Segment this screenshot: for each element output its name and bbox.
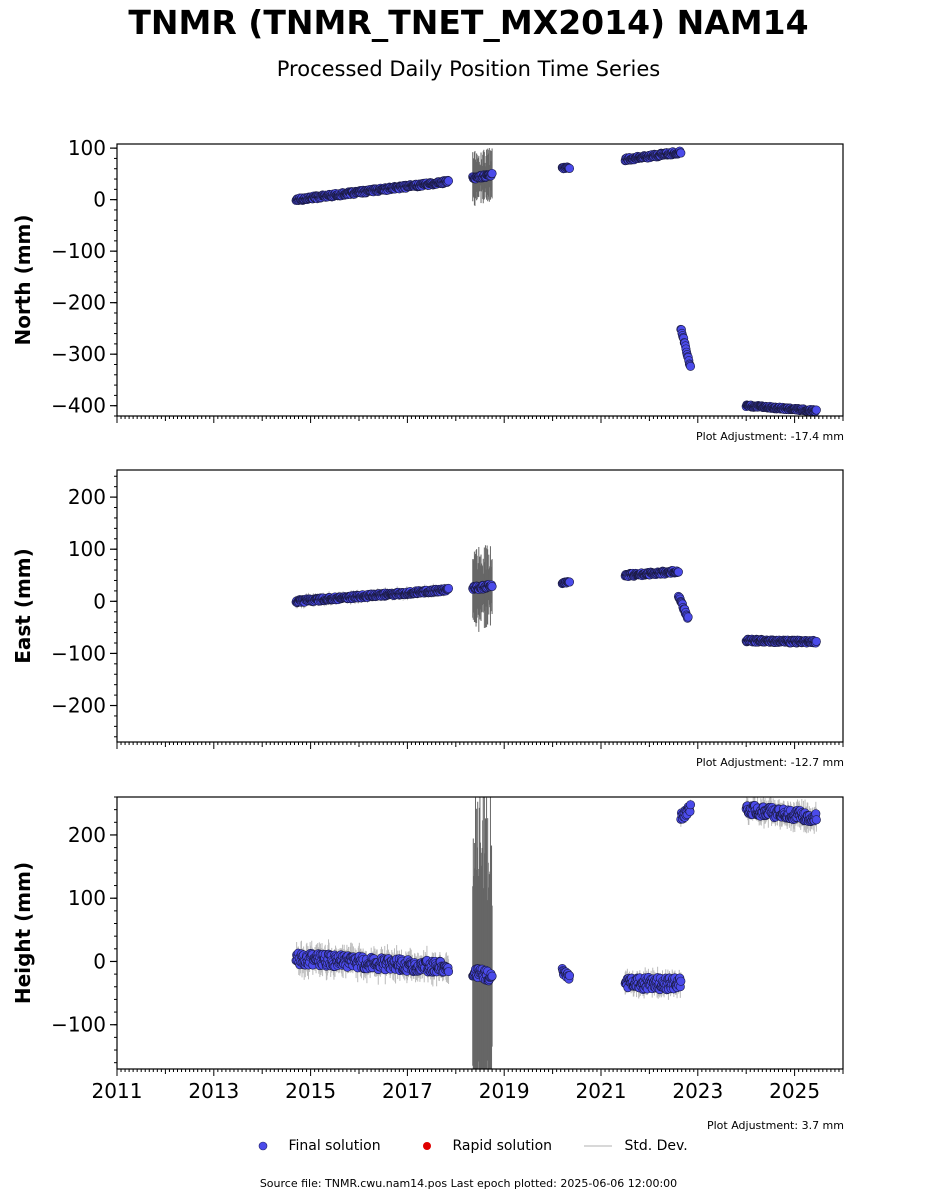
final-solution-point	[444, 967, 454, 977]
chart-title: TNMR (TNMR_TNET_MX2014) NAM14	[128, 3, 809, 42]
north-panel: 100 0 −100 −200 −300 −400 North (mm) Plot Adju…	[0, 136, 937, 473]
y-tick-label: −100	[51, 641, 106, 665]
final-solution-point	[811, 636, 821, 646]
height-axis-label: Height (mm)	[11, 862, 35, 1004]
y-tick-label: 0	[93, 589, 106, 613]
final-solution-point	[565, 577, 575, 587]
height-panel: 2011 2013 2015 2017 2019 2021 2023 2025 200 100 0 −…	[0, 796, 937, 1132]
y-tick-label: −200	[51, 694, 106, 718]
y-tick-label: 200	[68, 485, 106, 509]
north-plot: 100 0 −100 −200 −300 −400 North (mm)	[11, 136, 844, 423]
north-plot-adjustment: Plot Adjustment: -17.4 mm	[696, 430, 844, 443]
final-solution-point	[811, 815, 821, 825]
final-solution-point	[565, 971, 575, 981]
legend-rapid-label: Rapid solution	[452, 1138, 553, 1154]
final-solution-point	[811, 405, 821, 415]
y-tick-label: 100	[68, 886, 106, 910]
y-tick-label: 0	[93, 949, 106, 973]
north-axis-label: North (mm)	[11, 214, 35, 345]
x-tick-label: 2013	[188, 1079, 239, 1103]
final-solution-point	[487, 971, 497, 981]
legend-final-label: Final solution	[288, 1138, 381, 1154]
final-solution-point	[686, 800, 696, 810]
x-tick-label: 2023	[672, 1079, 723, 1103]
height-plot-adjustment: Plot Adjustment: 3.7 mm	[706, 1119, 844, 1132]
final-solution-point	[565, 163, 575, 173]
x-tick-label: 2015	[285, 1079, 336, 1103]
final-solution-point	[673, 567, 683, 577]
legend-std-label: Std. Dev.	[624, 1138, 688, 1154]
y-tick-label: −100	[51, 239, 106, 263]
east-plot: 200 100 0 −100 −200 East (mm)	[11, 469, 844, 749]
x-tick-label: 2017	[382, 1079, 433, 1103]
y-tick-label: −300	[51, 342, 106, 366]
source-footer: Source file: TNMR.cwu.nam14.pos Last epo…	[259, 1177, 678, 1190]
final-solution-point	[487, 582, 497, 592]
legend-std: Std. Dev.	[584, 1138, 688, 1154]
north-points	[291, 146, 821, 416]
east-plot-adjustment: Plot Adjustment: -12.7 mm	[696, 756, 844, 769]
y-tick-label: −400	[51, 394, 106, 418]
final-solution-point	[444, 176, 454, 186]
legend-final: Final solution	[256, 1138, 381, 1154]
x-tick-label: 2025	[769, 1079, 820, 1103]
y-tick-label: 0	[93, 188, 106, 212]
x-tick-label: 2019	[479, 1079, 530, 1103]
final-solution-point	[676, 976, 686, 986]
final-solution-point	[487, 168, 497, 178]
final-solution-point	[686, 361, 696, 371]
final-solution-point	[444, 583, 454, 593]
east-panel: 200 100 0 −100 −200 East (mm) Plot Adjustment…	[0, 469, 937, 799]
east-points	[291, 566, 821, 648]
x-tick-label: 2011	[92, 1079, 143, 1103]
height-points	[291, 800, 821, 995]
y-tick-label: 100	[68, 136, 106, 160]
y-tick-label: 200	[68, 823, 106, 847]
y-tick-label: −200	[51, 291, 106, 315]
height-plot: 2011 2013 2015 2017 2019 2021 2023 2025 200 100 0 −…	[11, 796, 844, 1103]
rapid-solution-marker	[423, 1142, 431, 1150]
y-tick-label: −100	[51, 1013, 106, 1037]
final-solution-point	[676, 148, 686, 158]
x-tick-label: 2021	[576, 1079, 627, 1103]
legend-rapid: Rapid solution	[420, 1138, 552, 1154]
final-solution-point	[683, 612, 693, 622]
y-tick-label: 100	[68, 537, 106, 561]
std-dev-marker	[584, 1145, 612, 1147]
chart-subtitle: Processed Daily Position Time Series	[276, 57, 661, 81]
final-solution-marker	[258, 1141, 268, 1151]
legend: Final solution Rapid solution Std. Dev.	[250, 1136, 710, 1158]
east-axis-label: East (mm)	[11, 548, 35, 664]
